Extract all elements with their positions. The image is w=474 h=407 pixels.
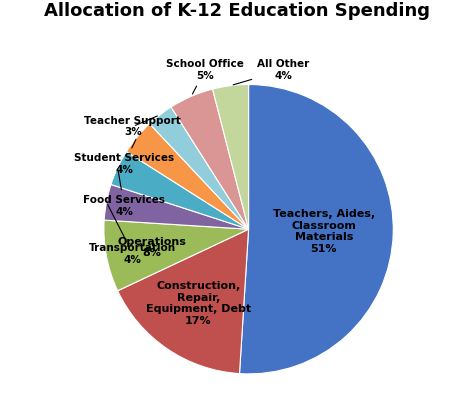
Wedge shape [104, 184, 248, 229]
Text: Transportation
4%: Transportation 4% [89, 205, 176, 265]
Text: Student Services
4%: Student Services 4% [74, 140, 174, 175]
Text: Teacher Support
3%: Teacher Support 3% [84, 116, 181, 137]
Wedge shape [111, 152, 248, 229]
Title: Allocation of K-12 Education Spending: Allocation of K-12 Education Spending [44, 2, 430, 20]
Wedge shape [239, 85, 393, 374]
Wedge shape [127, 124, 248, 229]
Text: School Office
5%: School Office 5% [166, 59, 244, 94]
Wedge shape [149, 107, 248, 229]
Text: Operations
8%: Operations 8% [118, 237, 186, 258]
Text: Construction,
Repair,
Equipment, Debt
17%: Construction, Repair, Equipment, Debt 17… [146, 281, 251, 326]
Text: Food Services
4%: Food Services 4% [83, 171, 165, 217]
Text: All Other
4%: All Other 4% [233, 59, 310, 85]
Wedge shape [213, 85, 248, 229]
Wedge shape [104, 220, 248, 291]
Wedge shape [171, 89, 248, 229]
Wedge shape [118, 229, 248, 374]
Text: Teachers, Aides,
Classroom
Materials
51%: Teachers, Aides, Classroom Materials 51% [273, 209, 375, 254]
